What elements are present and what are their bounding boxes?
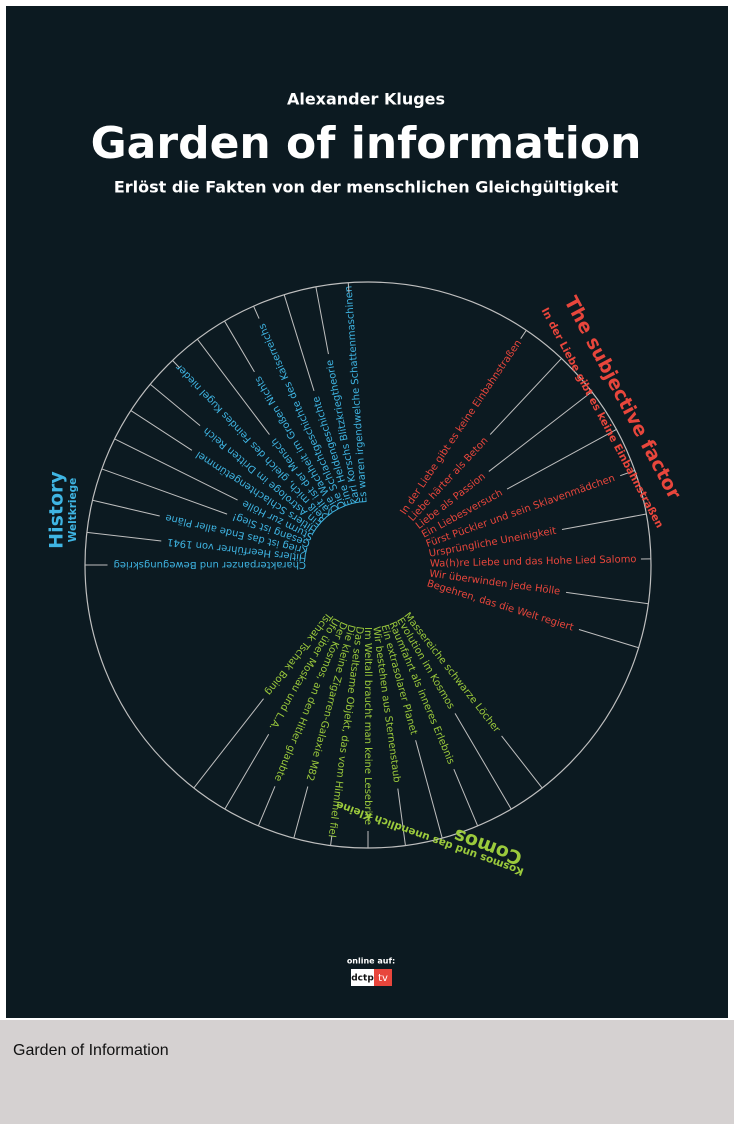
subtitle: Erlöst die Fakten von der menschlichen G… xyxy=(114,178,619,197)
online-label: online auf: xyxy=(347,957,395,966)
caption-bar xyxy=(0,1020,734,1124)
branch-line xyxy=(348,283,349,293)
logo-right: tv xyxy=(378,973,388,984)
topic-label: Charakterpanzer und Bewegungskrieg xyxy=(114,559,306,570)
section-subtitle: Weltkriege xyxy=(67,478,79,542)
title: Garden of information xyxy=(91,118,642,169)
section-title: History xyxy=(46,471,68,549)
topic-label: Im Weltall braucht man keine Lesebrille xyxy=(362,627,373,825)
author: Alexander Kluges xyxy=(287,90,445,109)
caption: Garden of Information xyxy=(13,1042,169,1059)
logo-left: dctp xyxy=(351,974,374,984)
